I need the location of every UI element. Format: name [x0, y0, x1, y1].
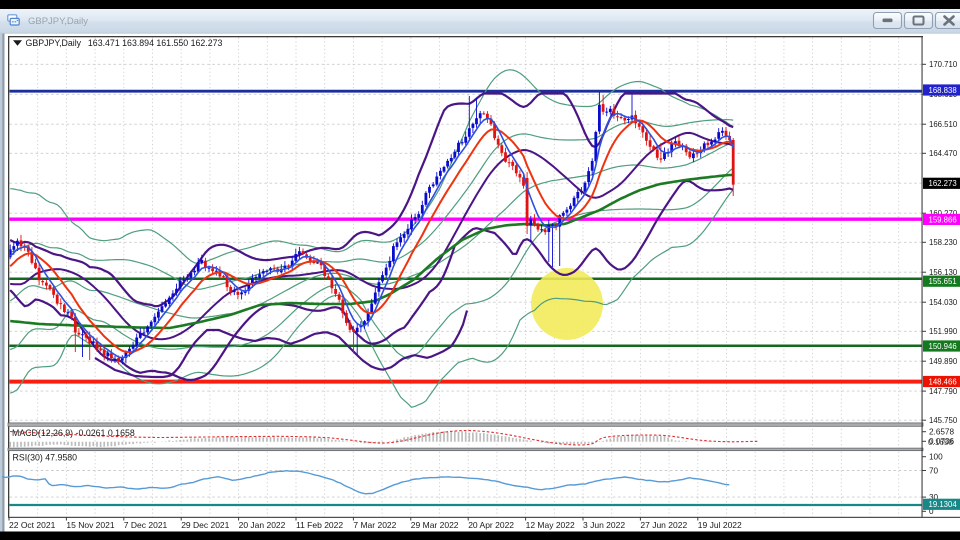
svg-text:155.651: 155.651	[929, 277, 957, 286]
svg-text:151.990: 151.990	[929, 327, 958, 336]
svg-text:164.470: 164.470	[929, 149, 958, 158]
svg-text:GBPJPY,Daily 163.471 163.894: GBPJPY,Daily 163.471 163.894 161.550 162…	[26, 38, 223, 48]
svg-text:15 Nov 2021: 15 Nov 2021	[66, 520, 114, 530]
svg-text:147.790: 147.790	[929, 387, 958, 396]
svg-text:MACD(12,26,9) -0.0261 0.1658: MACD(12,26,9) -0.0261 0.1658	[12, 428, 135, 438]
svg-text:19 Jul 2022: 19 Jul 2022	[698, 520, 742, 530]
svg-text:149.890: 149.890	[929, 357, 958, 366]
svg-text:0.0736: 0.0736	[929, 437, 954, 446]
svg-text:19.1304: 19.1304	[929, 500, 958, 509]
svg-text:70: 70	[929, 466, 939, 475]
svg-text:11 Feb 2022: 11 Feb 2022	[296, 520, 343, 530]
svg-text:150.946: 150.946	[929, 342, 957, 351]
svg-text:154.030: 154.030	[929, 298, 958, 307]
svg-text:GBPJPY,Daily: GBPJPY,Daily	[28, 16, 88, 27]
svg-text:2.6578: 2.6578	[929, 428, 954, 437]
svg-text:0.1658: 0.1658	[928, 438, 953, 447]
svg-text:12 May 2022: 12 May 2022	[526, 520, 575, 530]
svg-text:145.750: 145.750	[929, 416, 958, 425]
svg-text:162.273: 162.273	[929, 179, 957, 188]
svg-text:20 Jan 2022: 20 Jan 2022	[239, 520, 286, 530]
svg-text:27 Jun 2022: 27 Jun 2022	[640, 520, 687, 530]
svg-text:160.270: 160.270	[929, 209, 958, 218]
svg-text:170.710: 170.710	[929, 60, 958, 69]
svg-text:22 Oct 2021: 22 Oct 2021	[9, 520, 56, 530]
svg-text:0: 0	[929, 507, 934, 516]
svg-text:29 Dec 2021: 29 Dec 2021	[181, 520, 229, 530]
svg-text:20 Apr 2022: 20 Apr 2022	[468, 520, 514, 530]
svg-text:166.510: 166.510	[929, 120, 958, 129]
svg-text:7 Dec 2021: 7 Dec 2021	[124, 520, 168, 530]
svg-text:3 Jun 2022: 3 Jun 2022	[583, 520, 625, 530]
svg-text:158.230: 158.230	[929, 238, 958, 247]
svg-text:7 Mar 2022: 7 Mar 2022	[353, 520, 396, 530]
svg-text:30: 30	[929, 493, 939, 502]
svg-text:156.130: 156.130	[929, 268, 958, 277]
svg-text:168.838: 168.838	[929, 86, 957, 95]
svg-text:148.466: 148.466	[929, 377, 957, 386]
svg-text:29 Mar 2022: 29 Mar 2022	[411, 520, 459, 530]
svg-text:159.866: 159.866	[929, 215, 957, 224]
svg-text:RSI(30) 47.9580: RSI(30) 47.9580	[13, 452, 78, 462]
svg-text:100: 100	[929, 453, 943, 462]
